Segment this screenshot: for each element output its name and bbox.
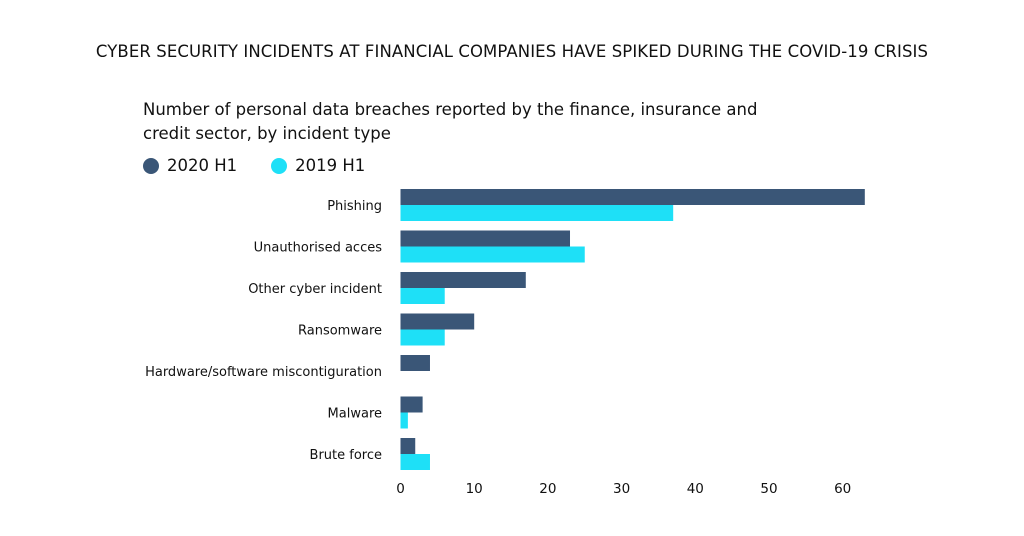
- bar-2020-h1: [400, 230, 571, 247]
- bar-2020-h1: [400, 313, 475, 330]
- x-tick-label: 0: [396, 481, 405, 497]
- x-tick-label: 50: [760, 481, 777, 497]
- legend-item-2020: 2020 H1: [143, 156, 237, 175]
- bar-2020-h1: [400, 438, 416, 454]
- bar-2019-h1: [400, 454, 430, 470]
- category-label: Other cyber incident: [248, 282, 382, 297]
- bar-2019-h1: [400, 329, 445, 346]
- bar-2019-h1: [400, 246, 585, 263]
- x-tick-label: 60: [834, 481, 851, 497]
- legend-item-2019: 2019 H1: [271, 156, 365, 175]
- bar-2019-h1: [400, 205, 674, 221]
- chart-legend: 2020 H1 2019 H1: [143, 156, 399, 175]
- chart-title: Number of personal data breaches reporte…: [143, 100, 758, 143]
- bar-2020-h1: [400, 189, 865, 205]
- legend-swatch-2019: [271, 157, 288, 174]
- legend-label-2019: 2019 H1: [295, 156, 366, 175]
- page-title: CYBER SECURITY INCIDENTS AT FINANCIAL CO…: [95, 42, 929, 61]
- category-label: Ransomware: [298, 324, 382, 339]
- bar-2020-h1: [400, 272, 526, 288]
- bar-2020-h1: [400, 355, 430, 371]
- category-label: Malware: [328, 407, 382, 422]
- category-label: Hardware/software miscontiguration: [145, 365, 382, 380]
- category-label: Brute force: [310, 448, 382, 463]
- x-tick-label: 40: [687, 481, 704, 497]
- x-tick-label: 20: [539, 481, 556, 497]
- category-label: Unauthorised acces: [254, 241, 383, 256]
- bar-2019-h1: [400, 288, 445, 304]
- bar-2019-h1: [400, 412, 408, 429]
- category-label: Phishing: [327, 199, 382, 214]
- legend-swatch-2020: [143, 157, 159, 174]
- x-tick-label: 10: [466, 481, 483, 497]
- legend-label-2020: 2020 H1: [167, 156, 238, 175]
- bar-2020-h1: [400, 396, 423, 413]
- x-tick-label: 30: [613, 481, 630, 497]
